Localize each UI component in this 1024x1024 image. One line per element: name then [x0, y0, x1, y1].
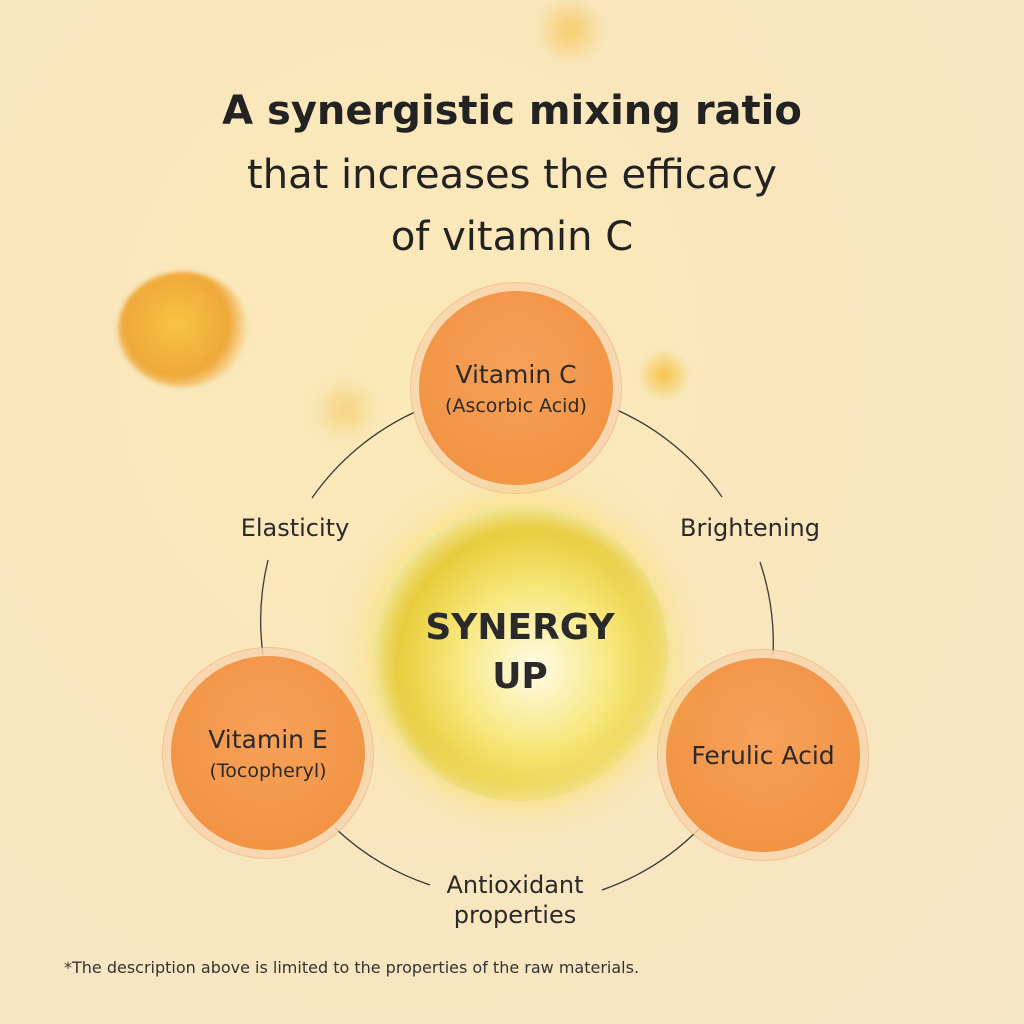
label-elasticity: Elasticity [240, 514, 350, 542]
node-name: Vitamin C [455, 359, 577, 389]
decorative-droplet [636, 350, 692, 400]
decorative-droplet [310, 380, 380, 440]
arc-segment [601, 827, 701, 891]
node-subtitle: (Tocopheryl) [209, 759, 327, 782]
label-brightening: Brightening [680, 514, 820, 542]
label-antioxidant-line1: Antioxidant [446, 871, 584, 899]
synergy-sphere: SYNERGY UP [372, 505, 668, 801]
footnote: *The description above is limited to the… [64, 958, 640, 977]
node-vitamin-e: Vitamin E (Tocopheryl) [171, 656, 365, 850]
arc-segment [260, 559, 269, 656]
arc-segment [616, 409, 723, 498]
node-vitamin-c: Vitamin C (Ascorbic Acid) [419, 291, 613, 485]
headline-line-3: of vitamin C [390, 214, 634, 260]
synergy-label: SYNERGY [425, 607, 615, 649]
node-name: Vitamin E [208, 724, 328, 754]
node-subtitle: (Ascorbic Acid) [445, 394, 587, 417]
arc-segment [311, 411, 416, 499]
headline-line-2: that increases the efficacy [247, 152, 777, 198]
label-antioxidant: Antioxidant properties [420, 870, 610, 930]
decorative-droplet [530, 0, 610, 60]
headline: A synergistic mixing ratio [222, 88, 802, 134]
decorative-droplet [118, 272, 248, 387]
arc-segment [334, 827, 431, 886]
label-antioxidant-line2: properties [453, 901, 577, 929]
synergy-label-2: UP [492, 656, 548, 697]
node-ferulic-acid: Ferulic Acid [666, 658, 860, 852]
arc-segment [759, 561, 774, 656]
node-name: Ferulic Acid [691, 740, 835, 770]
